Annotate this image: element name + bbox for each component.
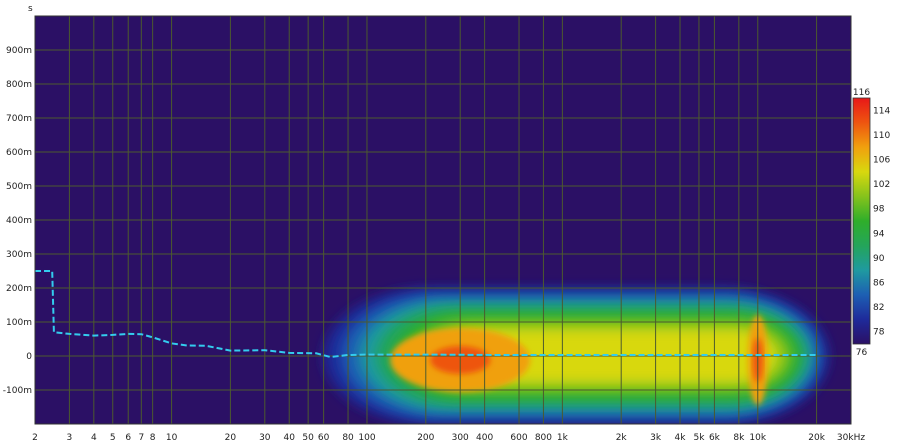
plot-border [34,15,852,425]
x-tick-label: 30kHz [837,433,865,443]
x-tick-label: 400 [476,433,493,443]
x-tick-label: 300 [452,433,469,443]
colorbar-tick-label: 76 [856,348,868,358]
colorbar-gradient [852,97,871,345]
x-tick-label: 80 [342,433,354,443]
y-tick-label: 900m [6,46,32,56]
x-tick-label: 10 [166,433,178,443]
x-tick-label: 100 [358,433,375,443]
y-tick-label: 0 [26,352,32,362]
y-tick-label: 800m [6,80,32,90]
x-tick-label: 5k [693,433,705,443]
colorbar-tick-label: 90 [873,254,885,264]
x-tick-label: 600 [510,433,527,443]
x-tick-label: 3 [67,433,73,443]
colorbar-tick-label: 86 [873,279,885,289]
y-axis-ticks: -100m 0 100m 200m 300m 400m 500m 600m 700m 800m 90… [3,46,32,396]
colorbar-tick-label: 114 [873,106,890,116]
y-tick-label: 300m [6,250,32,260]
x-tick-label: 4k [675,433,687,443]
y-tick-label: 600m [6,148,32,158]
colorbar-tick-label: 98 [873,205,885,215]
x-tick-label: 6 [125,433,131,443]
y-tick-label: 400m [6,216,32,226]
x-tick-label: 60 [318,433,330,443]
y-tick-label: -100m [3,386,32,396]
x-tick-label: 30 [259,433,271,443]
colorbar-tick-label: 78 [873,328,885,338]
y-tick-label: 500m [6,182,32,192]
x-tick-label: 800 [535,433,552,443]
group-delay-line [35,270,817,359]
x-tick-label: 40 [283,433,295,443]
x-tick-label: 8 [150,433,156,443]
y-tick-label: 700m [6,114,32,124]
x-tick-label: 8k [733,433,745,443]
y-axis-unit-label: s [28,4,33,14]
x-tick-label: 20 [225,433,237,443]
x-tick-label: 50 [302,433,314,443]
colorbar-tick-label: 116 [853,88,870,98]
colorbar-tick-label: 106 [873,156,890,166]
colorbar-tick-label: 110 [873,131,890,141]
x-axis-ticks: 2 3 4 5 6 7 8 10 20 30 40 50 60 80 100 200 300 400 600 800 1… [32,433,865,443]
x-tick-label: 5 [110,433,116,443]
colorbar-tick-label: 82 [873,303,884,313]
x-tick-label: 6k [709,433,721,443]
x-tick-label: 7 [138,433,144,443]
colorbar-tick-label: 102 [873,180,890,190]
x-tick-label: 200 [417,433,434,443]
x-tick-label: 2k [616,433,628,443]
x-tick-label: 10k [749,433,766,443]
x-tick-label: 1k [557,433,569,443]
colorbar-tick-label: 94 [873,229,885,239]
x-tick-label: 3k [650,433,662,443]
x-tick-label: 4 [91,433,97,443]
x-tick-label: 20k [808,433,825,443]
y-tick-label: 200m [6,284,32,294]
y-tick-label: 100m [6,318,32,328]
x-tick-label: 2 [32,433,38,443]
group-delay-curve [35,270,817,359]
